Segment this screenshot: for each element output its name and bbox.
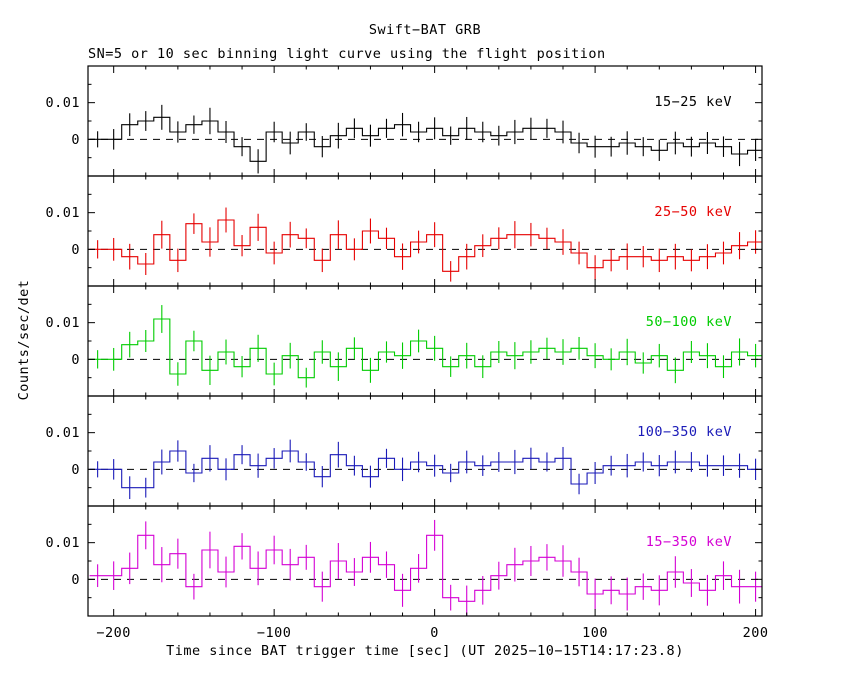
x-tick-label: 100 — [582, 625, 608, 641]
panel-25-50-keV: 0 0.01 25−50 keV — [45, 175, 763, 287]
y-tick-label: 0 — [71, 352, 80, 368]
band-label: 15−350 keV — [646, 534, 732, 550]
band-label: 100−350 keV — [637, 424, 732, 440]
y-tick-label: 0.01 — [45, 535, 80, 551]
x-tick-label: −100 — [257, 625, 292, 641]
panel-15-25-keV: 0 0.01 15−25 keV — [45, 65, 763, 177]
y-tick-label: 0.01 — [45, 205, 80, 221]
panel-50-100-keV: 0 0.01 50−100 keV — [45, 285, 763, 397]
y-tick-label: 0 — [71, 132, 80, 148]
x-tick-label: 200 — [743, 625, 769, 641]
series-15-350-keV — [89, 519, 762, 616]
band-label: 15−25 keV — [654, 94, 732, 110]
y-tick-label: 0.01 — [45, 425, 80, 441]
series-100-350-keV — [89, 439, 762, 500]
series-25-50-keV — [89, 207, 762, 282]
x-axis-label: Time since BAT trigger time [sec] (UT 20… — [166, 643, 684, 659]
chart-subtitle: SN=5 or 10 sec binning light curve using… — [88, 46, 606, 62]
y-tick-label: 0.01 — [45, 315, 80, 331]
y-axis-label: Counts/sec/det — [16, 279, 32, 401]
y-tick-label: 0.01 — [45, 95, 80, 111]
series-50-100-keV — [89, 305, 762, 388]
chart-title: Swift−BAT GRB — [368, 22, 482, 38]
y-tick-label: 0 — [71, 462, 80, 478]
band-label: 50−100 keV — [646, 314, 732, 330]
series-15-25-keV — [89, 104, 762, 174]
x-tick-label: −200 — [96, 625, 131, 641]
panel-15-350-keV: 0 0.01 15−350 keV — [45, 505, 763, 617]
y-tick-label: 0 — [71, 572, 80, 588]
x-tick-label: 0 — [430, 625, 439, 641]
panel-100-350-keV: 0 0.01 100−350 keV — [45, 395, 763, 507]
band-label: 25−50 keV — [654, 204, 732, 220]
y-tick-label: 0 — [71, 242, 80, 258]
